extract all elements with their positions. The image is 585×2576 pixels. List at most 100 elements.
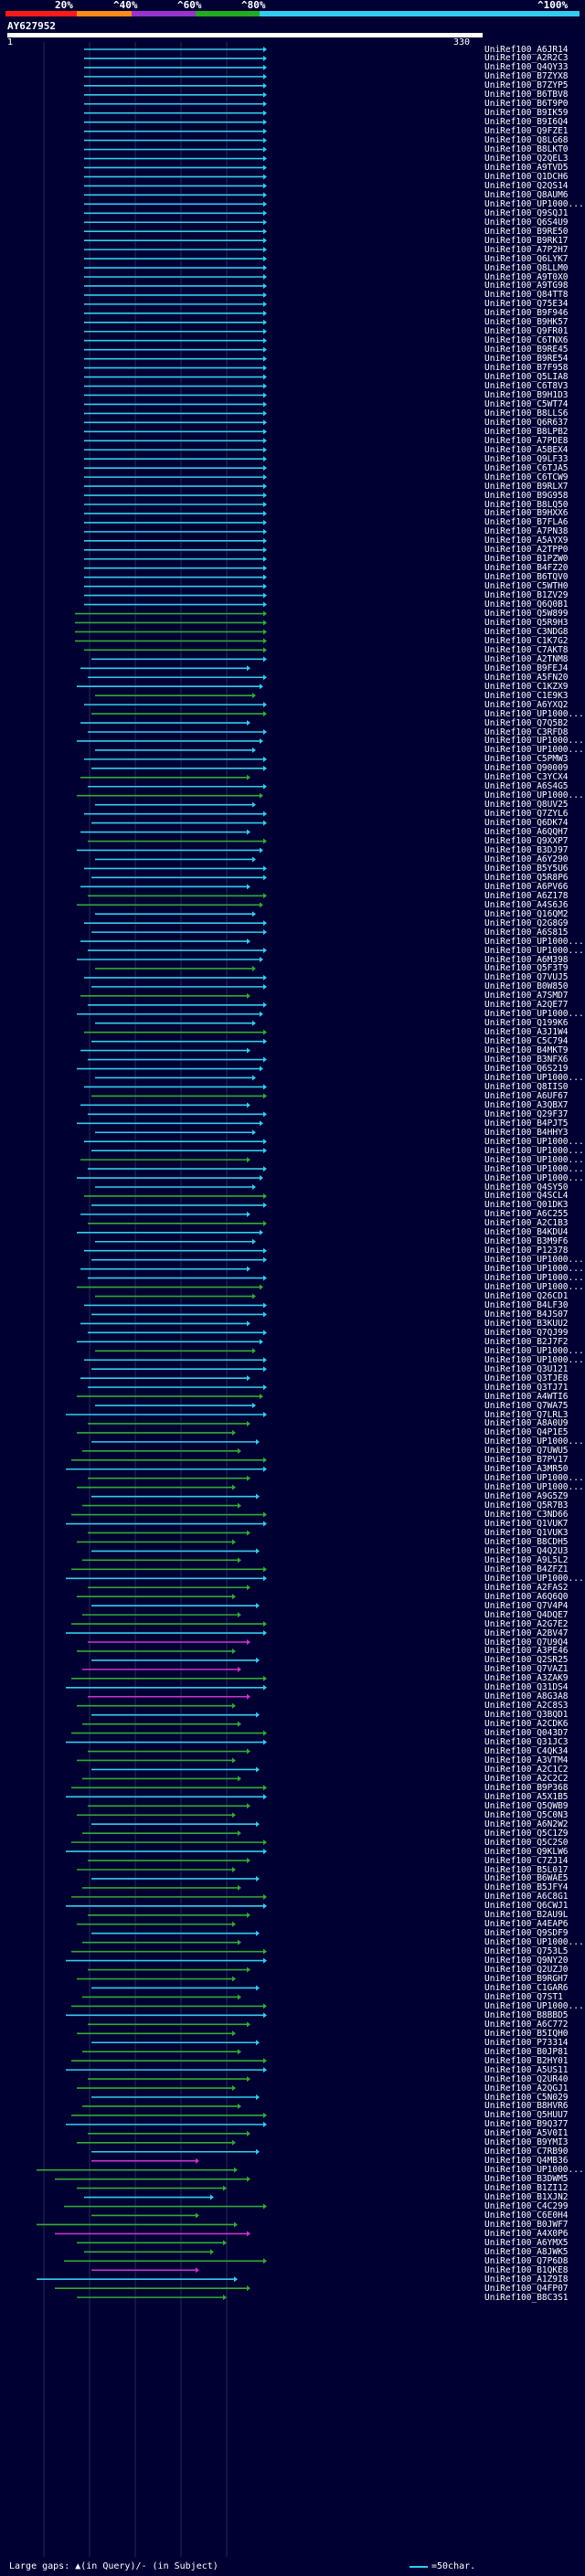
hit-label[interactable]: UniRef100_Q043D7 <box>484 1728 569 1739</box>
hit-label[interactable]: UniRef100_Q6Q0B1 <box>484 599 569 610</box>
hit-label[interactable]: UniRef100_C5WTH0 <box>484 581 569 592</box>
hit-label[interactable]: UniRef100_B9F946 <box>484 308 569 319</box>
hit-label[interactable]: UniRef100_A6QQH7 <box>484 827 569 838</box>
hit-label[interactable]: UniRef100_Q7ZYL6 <box>484 809 569 820</box>
hit-label[interactable]: UniRef100_UP1000... <box>484 1172 584 1183</box>
hit-label[interactable]: UniRef100_C5WT74 <box>484 398 569 409</box>
hit-label[interactable]: UniRef100_Q01DK3 <box>484 1200 569 1211</box>
hit-label[interactable]: UniRef100_B0JP81 <box>484 2046 569 2057</box>
hit-label[interactable]: UniRef100_Q7UWU5 <box>484 1446 569 1457</box>
hit-label[interactable]: UniRef100_Q3TJE8 <box>484 1373 569 1383</box>
hit-label[interactable]: UniRef100_A5X1B5 <box>484 1791 569 1802</box>
hit-label[interactable]: UniRef100_B4FZ20 <box>484 563 569 574</box>
hit-label[interactable]: UniRef100_Q8AUM6 <box>484 189 569 200</box>
hit-label[interactable]: UniRef100_B6TQV0 <box>484 572 569 583</box>
hit-label[interactable]: UniRef100_A2C2C2 <box>484 1773 569 1784</box>
hit-label[interactable]: UniRef100_Q6S219 <box>484 1064 569 1075</box>
hit-label[interactable]: UniRef100_A2TPP0 <box>484 545 569 556</box>
hit-label[interactable]: UniRef100_UP1000... <box>484 1136 584 1147</box>
hit-label[interactable]: UniRef100_B4ZFZ1 <box>484 1564 569 1574</box>
hit-label[interactable]: UniRef100_UP1000... <box>484 1163 584 1174</box>
hit-label[interactable]: UniRef100_A8JWK5 <box>484 2246 569 2257</box>
hit-label[interactable]: UniRef100_B0W850 <box>484 981 569 992</box>
hit-label[interactable]: UniRef100_B9RE54 <box>484 354 569 365</box>
hit-label[interactable]: UniRef100_A5AYX9 <box>484 535 569 546</box>
hit-label[interactable]: UniRef100_B5JFY4 <box>484 1882 569 1893</box>
hit-label[interactable]: UniRef100_Q7LRL3 <box>484 1409 569 1420</box>
hit-label[interactable]: UniRef100_B1PZW0 <box>484 554 569 565</box>
hit-label[interactable]: UniRef100_B9RE45 <box>484 345 569 355</box>
hit-label[interactable]: UniRef100_B9HXX6 <box>484 508 569 519</box>
hit-label[interactable]: UniRef100_B1ZV29 <box>484 590 569 601</box>
hit-label[interactable]: UniRef100_Q4P1E5 <box>484 1427 569 1438</box>
hit-label[interactable]: UniRef100_C5N029 <box>484 2092 569 2103</box>
hit-label[interactable]: UniRef100_C3ND66 <box>484 1510 569 1521</box>
hit-label[interactable]: UniRef100_A9G5Z9 <box>484 1491 569 1502</box>
hit-label[interactable]: UniRef100_Q6R637 <box>484 417 569 428</box>
hit-label[interactable]: UniRef100_UP1000... <box>484 1072 584 1083</box>
hit-label[interactable]: UniRef100_B2AU9L <box>484 1910 569 1921</box>
hit-label[interactable]: UniRef100_Q29F37 <box>484 1108 569 1119</box>
hit-label[interactable]: UniRef100_B9IK59 <box>484 108 569 119</box>
hit-label[interactable]: UniRef100_Q9KLW6 <box>484 1846 569 1857</box>
hit-label[interactable]: UniRef100_B9H1D3 <box>484 389 569 400</box>
hit-label[interactable]: UniRef100_Q6CWJ1 <box>484 1901 569 1912</box>
hit-label[interactable]: UniRef100_Q7Q5B2 <box>484 717 569 728</box>
hit-label[interactable]: UniRef100_Q3TJ71 <box>484 1382 569 1393</box>
hit-label[interactable]: UniRef100_Q199K6 <box>484 1018 569 1029</box>
hit-label[interactable]: UniRef100_Q6S4U9 <box>484 217 569 228</box>
hit-label[interactable]: UniRef100_Q4Q2U3 <box>484 1545 569 1556</box>
hit-label[interactable]: UniRef100_A6C772 <box>484 2019 569 2030</box>
hit-label[interactable]: UniRef100_Q9NY20 <box>484 1956 569 1966</box>
hit-label[interactable]: UniRef100_B7ZYP5 <box>484 80 569 91</box>
hit-label[interactable]: UniRef100_B7PV17 <box>484 1455 569 1466</box>
hit-label[interactable]: UniRef100_B1ZI12 <box>484 2183 569 2194</box>
hit-label[interactable]: UniRef100_B4PJT5 <box>484 1118 569 1129</box>
hit-label[interactable]: UniRef100_Q753L5 <box>484 1946 569 1957</box>
hit-label[interactable]: UniRef100_A5FN20 <box>484 672 569 683</box>
hit-label[interactable]: UniRef100_Q4QY33 <box>484 62 569 73</box>
hit-label[interactable]: UniRef100_A6UF67 <box>484 1090 569 1101</box>
hit-label[interactable]: UniRef100_B8LLS6 <box>484 408 569 419</box>
hit-label[interactable]: UniRef100_B9HK57 <box>484 317 569 328</box>
hit-label[interactable]: UniRef100_UP1000... <box>484 1573 584 1584</box>
hit-label[interactable]: UniRef100_C6T8V3 <box>484 381 569 392</box>
hit-label[interactable]: UniRef100_Q9FR01 <box>484 326 569 337</box>
hit-label[interactable]: UniRef100_C7RB90 <box>484 2147 569 2157</box>
hit-label[interactable]: UniRef100_UP1000... <box>484 1473 584 1484</box>
hit-label[interactable]: UniRef100_A7PN38 <box>484 526 569 537</box>
hit-label[interactable]: UniRef100_C5C794 <box>484 1036 569 1047</box>
hit-label[interactable]: UniRef100_UP1000... <box>484 1482 584 1493</box>
hit-label[interactable]: UniRef100_B2HY01 <box>484 2055 569 2066</box>
hit-label[interactable]: UniRef100_Q5C2S0 <box>484 1837 569 1848</box>
hit-label[interactable]: UniRef100_A2C8S3 <box>484 1701 569 1712</box>
hit-label[interactable]: UniRef100_B7FLA6 <box>484 517 569 528</box>
hit-label[interactable]: UniRef100_A9TVD5 <box>484 162 569 173</box>
hit-label[interactable]: UniRef100_A3MR50 <box>484 1464 569 1475</box>
hit-label[interactable]: UniRef100_A4X0P6 <box>484 2228 569 2239</box>
hit-label[interactable]: UniRef100_Q31JC3 <box>484 1737 569 1748</box>
hit-label[interactable]: UniRef100_Q84TT8 <box>484 290 569 301</box>
hit-label[interactable]: UniRef100_Q9SQJ1 <box>484 207 569 218</box>
hit-label[interactable]: UniRef100_Q1DCH6 <box>484 171 569 182</box>
hit-label[interactable]: UniRef100_Q26CD1 <box>484 1291 569 1302</box>
hit-label[interactable]: UniRef100_A3PE46 <box>484 1646 569 1657</box>
hit-label[interactable]: UniRef100_A2QE77 <box>484 1000 569 1011</box>
hit-label[interactable]: UniRef100_B7ZYX8 <box>484 71 569 82</box>
hit-label[interactable]: UniRef100_A1Z9I8 <box>484 2274 569 2284</box>
hit-label[interactable]: UniRef100_B6TBV8 <box>484 90 569 101</box>
hit-label[interactable]: UniRef100_B9RK17 <box>484 235 569 246</box>
hit-label[interactable]: UniRef100_C3NDG8 <box>484 626 569 637</box>
hit-label[interactable]: UniRef100_A7P2H7 <box>484 244 569 255</box>
hit-label[interactable]: UniRef100_B8LPB2 <box>484 426 569 437</box>
hit-label[interactable]: UniRef100_UP1000... <box>484 1154 584 1165</box>
hit-label[interactable]: UniRef100_Q5C0N3 <box>484 1809 569 1820</box>
hit-label[interactable]: UniRef100_B4MKT9 <box>484 1045 569 1056</box>
hit-label[interactable]: UniRef100_Q3BQD1 <box>484 1710 569 1721</box>
hit-label[interactable]: UniRef100_Q5F3T9 <box>484 963 569 974</box>
hit-label[interactable]: UniRef100_Q5R9H3 <box>484 617 569 628</box>
hit-label[interactable]: UniRef100_A4WTI6 <box>484 1391 569 1402</box>
hit-label[interactable]: UniRef100_UP1000... <box>484 1264 584 1275</box>
hit-label[interactable]: UniRef100_B9RE50 <box>484 226 569 237</box>
hit-label[interactable]: UniRef100_A3ZAK9 <box>484 1673 569 1684</box>
